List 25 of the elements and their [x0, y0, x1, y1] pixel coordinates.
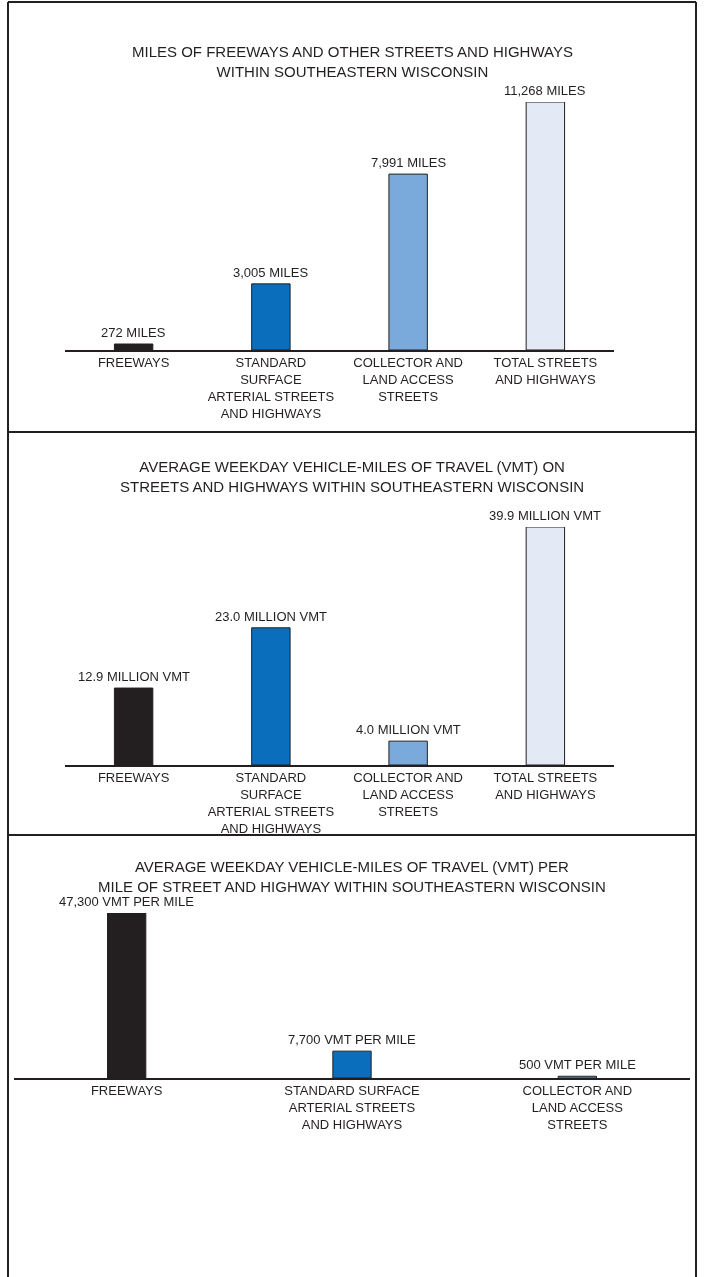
data-label: 272 MILES — [101, 325, 166, 340]
data-label: 23.0 MILLION VMT — [215, 609, 328, 624]
x-tick-label: FREEWAYS — [90, 1083, 163, 1099]
chart-title: MILES OF FREEWAYS AND OTHER STREETS AND HIGHWAYS WITHIN SOUTHEASTERN WISCONSIN — [132, 43, 573, 80]
data-label: 11,268 MILES — [504, 83, 586, 98]
data-label: 4.0 MILLION VMT — [356, 722, 461, 737]
x-tick-label: COLLECTOR AND LAND ACCESS STREETS — [353, 355, 463, 405]
data-label: 7,700 VMT PER MILE — [288, 1032, 416, 1047]
chart-title: AVERAGE WEEKDAY VEHICLE-MILES OF TRAVEL (VMT) ON STREETS AND HIGHWAYS WITHIN SOUTHEASTERN WISCONSIN — [120, 458, 585, 495]
x-tick-label: STANDARD SURFACE ARTERIAL STREETS AND HIGHWAYS — [207, 770, 335, 837]
x-tick-label: FREEWAYS — [97, 355, 170, 371]
x-tick-label: STANDARD SURFACE ARTERIAL STREETS AND HIGHWAYS — [284, 1083, 421, 1133]
data-label: 12.9 MILLION VMT — [78, 669, 191, 684]
data-label: 500 VMT PER MILE — [519, 1057, 637, 1072]
x-tick-label: COLLECTOR AND LAND ACCESS STREETS — [522, 1083, 633, 1133]
x-tick-label: FREEWAYS — [97, 770, 170, 786]
x-tick-label: TOTAL STREETS AND HIGHWAYS — [493, 355, 598, 388]
data-label: 47,300 VMT PER MILE — [59, 894, 195, 909]
x-tick-label: STANDARD SURFACE ARTERIAL STREETS AND HIGHWAYS — [207, 355, 335, 422]
data-label: 7,991 MILES — [371, 155, 447, 170]
x-tick-label: COLLECTOR AND LAND ACCESS STREETS — [353, 770, 463, 820]
x-tick-label: TOTAL STREETS AND HIGHWAYS — [493, 770, 598, 803]
data-label: 39.9 MILLION VMT — [489, 508, 602, 523]
chart-title: AVERAGE WEEKDAY VEHICLE-MILES OF TRAVEL (VMT) PER MILE OF STREET AND HIGHWAY WITHIN SOUTHEASTERN WISCONSIN — [98, 858, 606, 895]
data-label: 3,005 MILES — [233, 265, 309, 280]
